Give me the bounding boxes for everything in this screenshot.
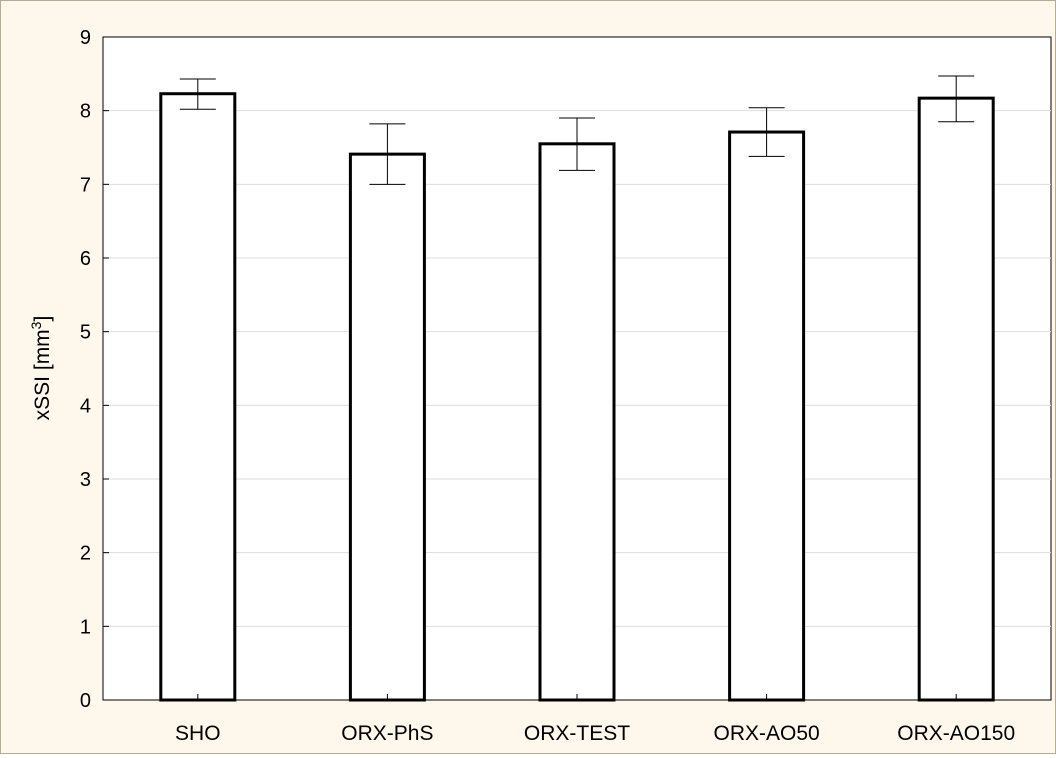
y-axis-title-suffix: ] xyxy=(31,316,54,322)
y-axis-title: xSSI [mm3] xyxy=(28,316,54,421)
bar-SHO xyxy=(159,92,237,702)
y-tick-label-4: 4 xyxy=(80,395,91,417)
y-tick-label-1: 1 xyxy=(80,616,91,638)
y-tick-label-7: 7 xyxy=(80,174,91,196)
y-axis-title-main: xSSI [mm xyxy=(31,329,54,420)
y-tick-label-3: 3 xyxy=(80,469,91,491)
y-tick-label-2: 2 xyxy=(80,543,91,565)
y-axis-title-superscript: 3 xyxy=(28,321,44,329)
y-tick-label-8: 8 xyxy=(80,101,91,123)
x-tick-label-ORX-AO50: ORX-AO50 xyxy=(713,722,819,745)
bar-ORX-AO150 xyxy=(917,96,995,702)
bar-ORX-PhS xyxy=(348,152,426,702)
x-tick-label-ORX-PhS: ORX-PhS xyxy=(341,722,433,745)
bar-ORX-TEST xyxy=(538,142,616,702)
y-tick-label-6: 6 xyxy=(80,248,91,270)
y-tick-label-0: 0 xyxy=(80,690,91,712)
x-tick-label-SHO: SHO xyxy=(175,722,221,745)
x-tick-label-ORX-TEST: ORX-TEST xyxy=(524,722,630,745)
y-tick-label-5: 5 xyxy=(80,322,91,344)
x-tick-label-ORX-AO150: ORX-AO150 xyxy=(897,722,1015,745)
y-tick-label-9: 9 xyxy=(80,27,91,49)
bar-ORX-AO50 xyxy=(728,130,806,702)
